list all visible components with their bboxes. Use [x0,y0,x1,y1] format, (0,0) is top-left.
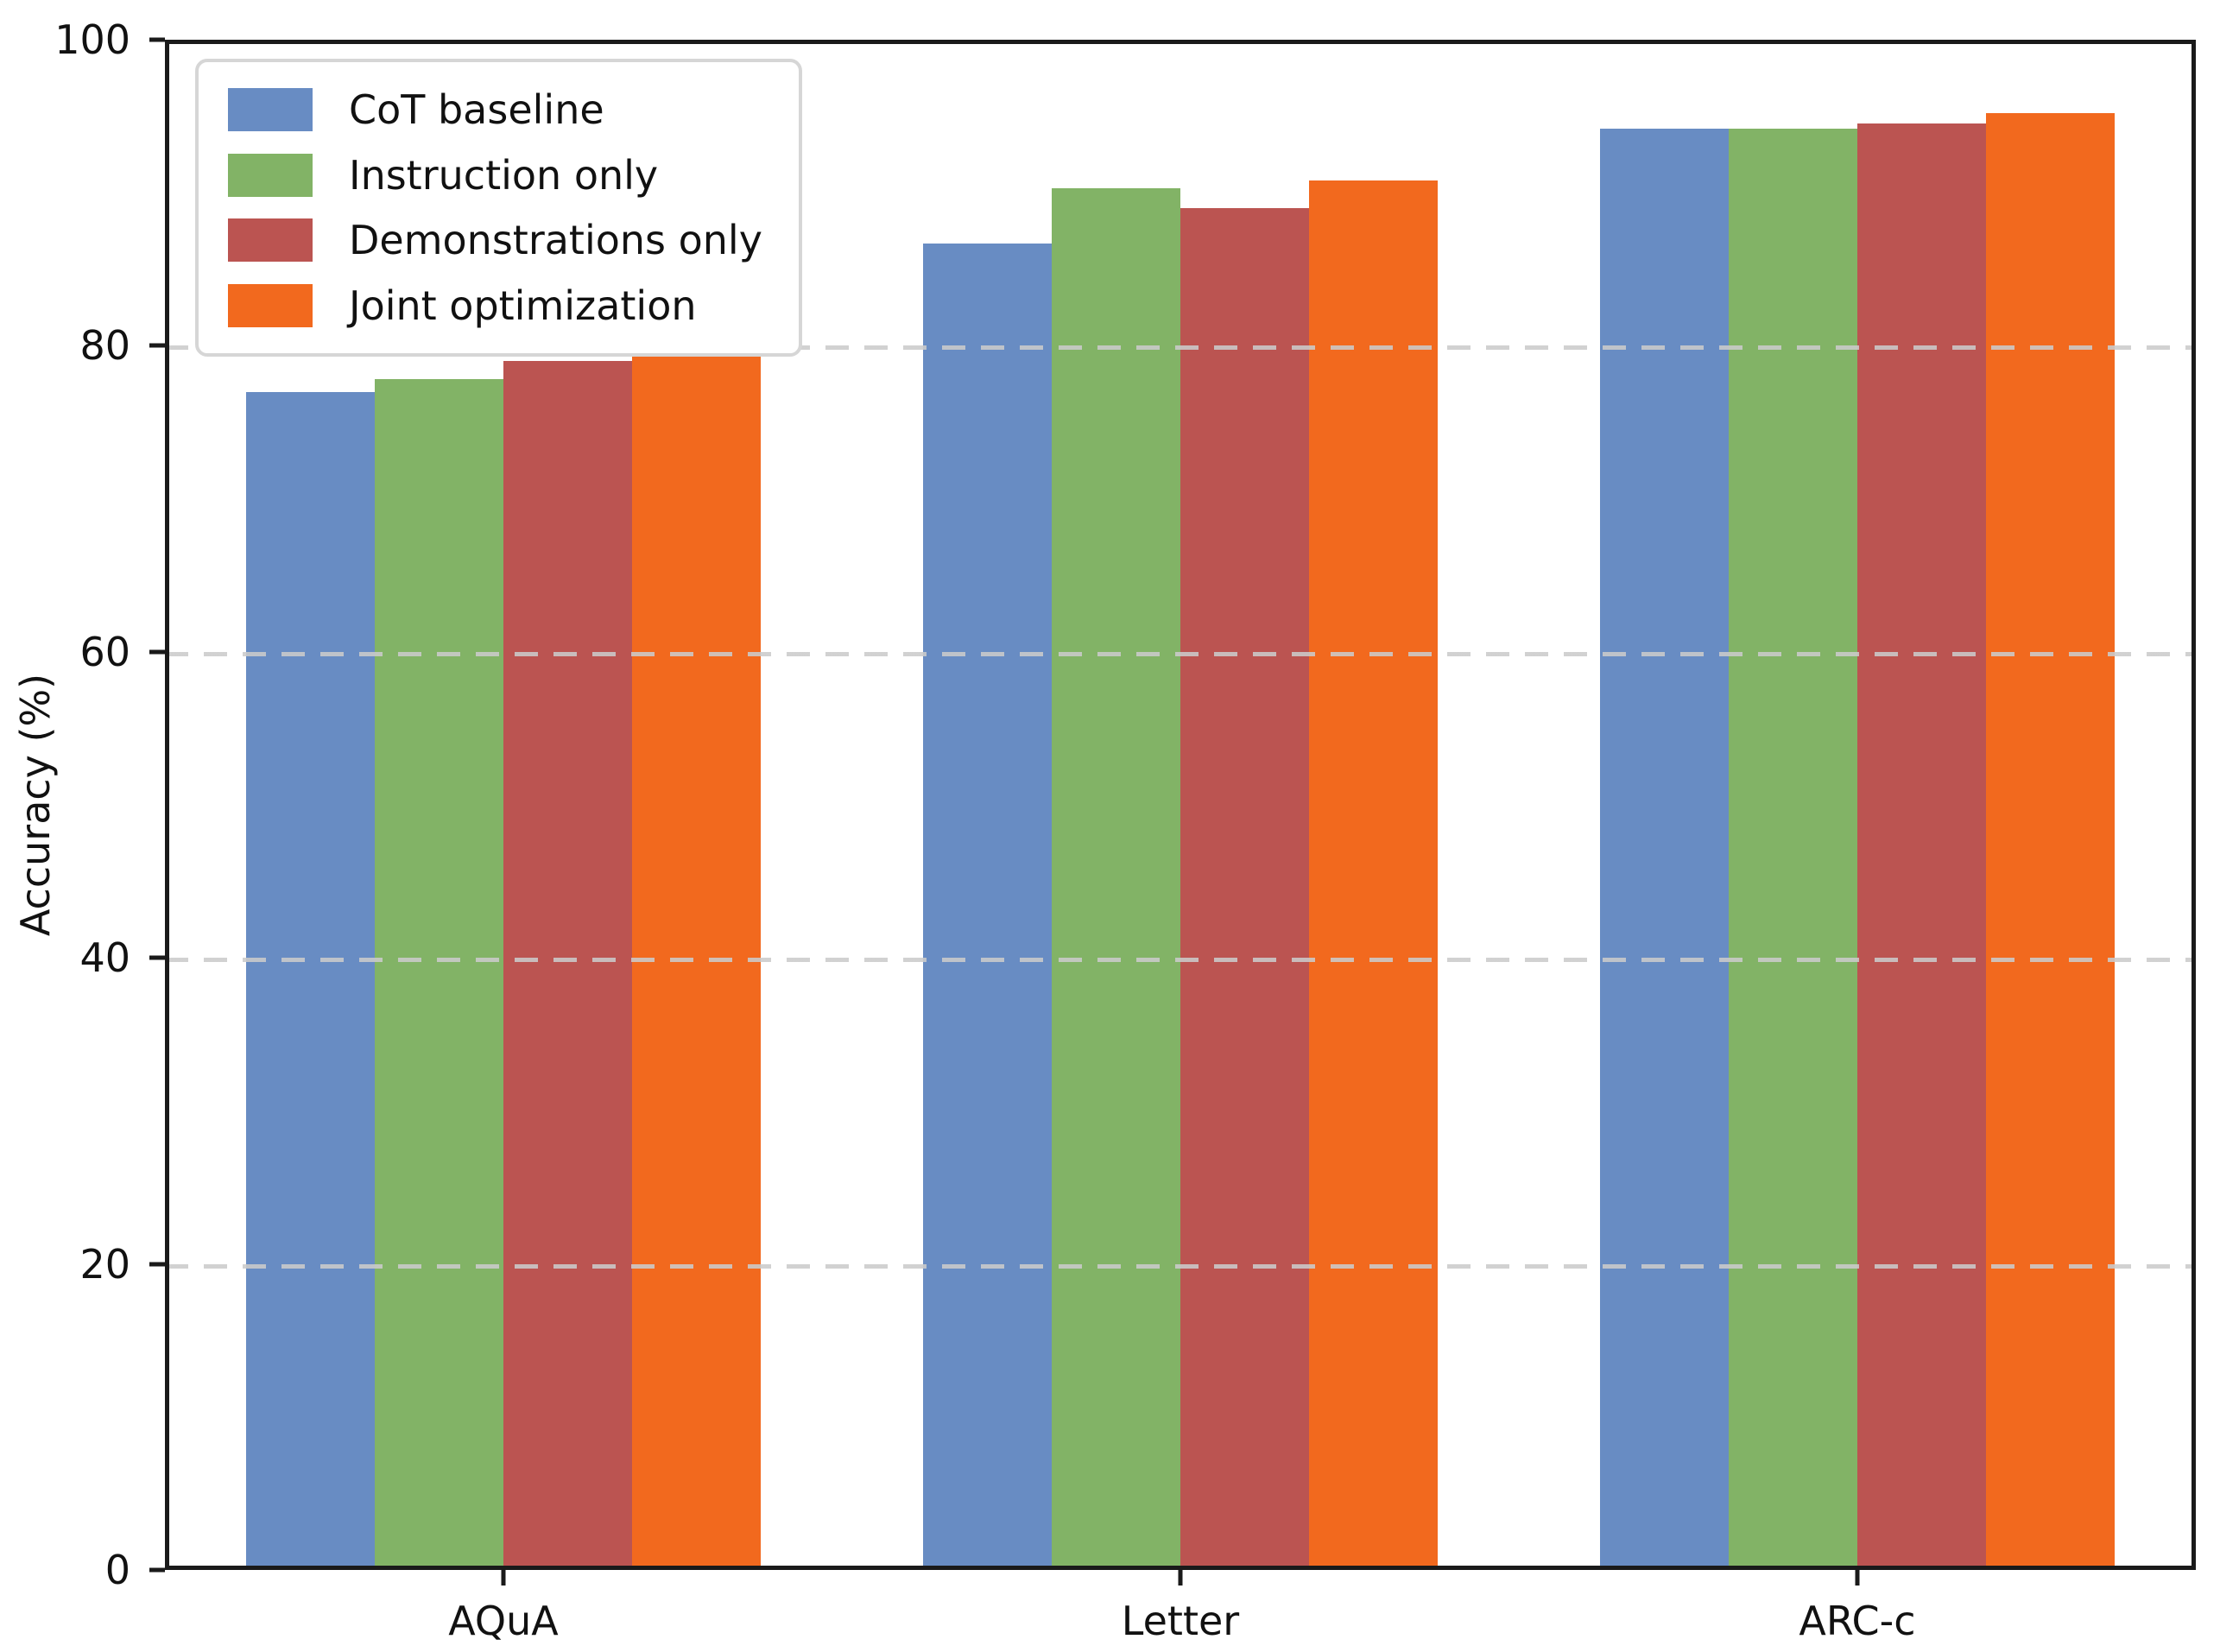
gridline-20 [165,1263,2196,1269]
bar-ARC-c-joint-optimization [1985,113,2115,1570]
y-tick-label: 100 [54,16,130,63]
bar-Letter-joint-optimization [1308,180,1438,1570]
legend-item: Demonstrations only [228,218,762,263]
bar-AQuA-cot-baseline [246,391,376,1570]
gridline-80 [165,345,2196,351]
y-tick-label: 80 [79,322,130,370]
bar-Letter-cot-baseline [923,243,1053,1570]
plot-area: AQuA Letter ARC-c 0 20 40 60 80 100 CoT baseline… [54,16,2196,1644]
bar-Letter-demonstrations-only [1180,207,1309,1570]
x-tick-label: Letter [1121,1598,1240,1644]
ticks-layer: AQuA Letter ARC-c 0 20 40 60 80 100 [54,16,2196,1644]
legend-item: Instruction only [228,151,762,199]
bar-ARC-c-demonstrations-only [1857,123,1986,1570]
x-tick-label: ARC-c [1799,1598,1916,1644]
legend-label: Demonstrations only [349,217,762,264]
legend-swatch [228,284,313,328]
y-tick-mark [149,343,165,348]
legend-swatch [228,88,313,132]
x-tick-mark [1855,1570,1860,1586]
bar-AQuA-instruction-only [375,379,503,1570]
gridline-40 [165,958,2196,963]
gridline-100 [165,40,2196,44]
x-tick-label: AQuA [448,1598,559,1644]
x-tick-mark [1178,1570,1183,1586]
y-tick-mark [149,1567,165,1573]
gridline-60 [165,651,2196,656]
bar-ARC-c-cot-baseline [1600,128,1730,1570]
legend-label: Instruction only [349,151,659,199]
y-tick-label: 20 [79,1240,130,1288]
legend-label: CoT baseline [349,86,604,133]
bars-layer [165,40,2196,1570]
bar-ARC-c-instruction-only [1729,128,1857,1570]
y-tick-mark [149,955,165,960]
y-tick-mark [149,37,165,42]
y-tick-mark [149,1262,165,1267]
x-tick-mark [501,1570,506,1586]
legend: CoT baseline Instruction only Demonstratio… [195,59,802,358]
y-tick-label: 40 [79,934,130,982]
legend-label: Joint optimization [349,282,697,329]
legend-item: CoT baseline [228,88,762,132]
legend-item: Joint optimization [228,284,762,328]
bar-AQuA-demonstrations-only [503,361,632,1570]
legend-swatch [228,218,313,263]
bar-Letter-instruction-only [1052,187,1180,1570]
y-tick-label: 60 [79,628,130,675]
y-tick-label: 0 [104,1547,130,1593]
y-tick-mark [149,649,165,655]
y-axis-label: Accuracy (%) [12,673,59,937]
legend-swatch [228,153,313,197]
